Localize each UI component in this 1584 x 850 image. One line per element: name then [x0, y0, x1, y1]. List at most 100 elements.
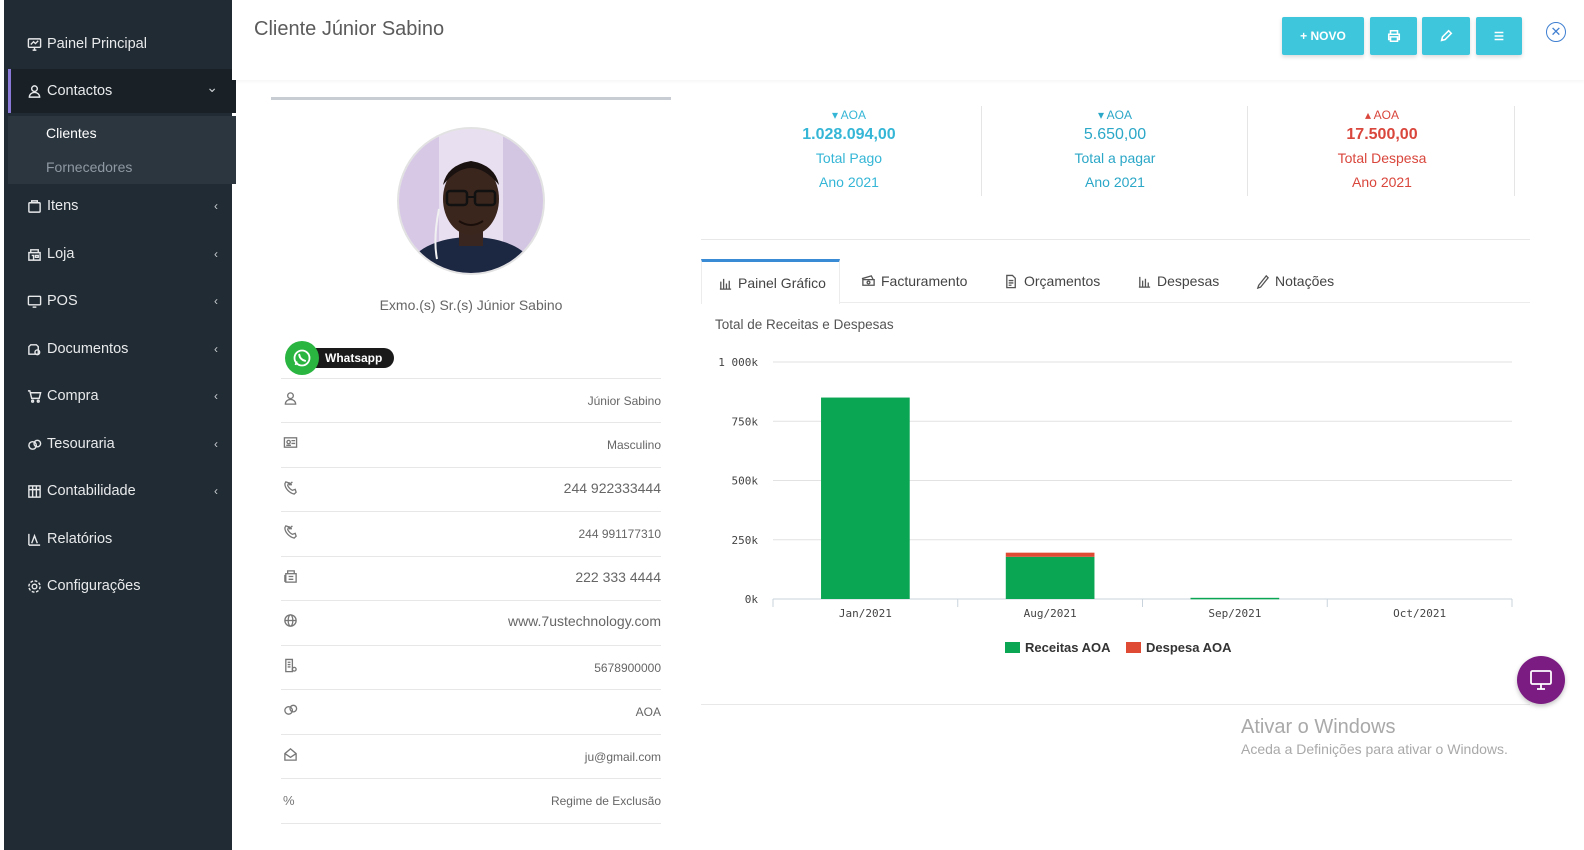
chevron-left-icon: ‹ [214, 389, 218, 403]
stat-currency: ▾ AOA [1097, 108, 1133, 122]
items-icon [26, 198, 42, 214]
legend-label: Receitas AOA [1025, 640, 1111, 655]
tab-painel-grafico[interactable]: Painel Gráfico [701, 259, 840, 304]
printer-icon [1387, 29, 1400, 43]
sidebar-item-label: Painel Principal [47, 36, 147, 52]
sidebar-item-configuracoes[interactable]: Configurações [8, 564, 236, 608]
sidebar-item-pos[interactable]: POS ‹ [8, 279, 236, 323]
documents-icon [26, 341, 42, 357]
whatsapp-button[interactable]: Whatsapp [285, 340, 395, 376]
sidebar-item-itens[interactable]: Itens ‹ [8, 184, 236, 228]
caret-up-icon: ▴ [1364, 108, 1371, 122]
tab-despesas[interactable]: Despesas [1137, 259, 1219, 303]
bar-receitas-aoa [1005, 556, 1095, 599]
sidebar-item-compra[interactable]: Compra ‹ [8, 374, 236, 418]
sidebar-item-tesouraria[interactable]: Tesouraria ‹ [8, 422, 236, 466]
sidebar: Painel Principal Contactos ⌄ Clientes Fo… [0, 0, 236, 850]
currency-icon [283, 702, 299, 718]
caret-down-icon: ▾ [831, 108, 838, 122]
screen-share-button[interactable] [1517, 656, 1565, 704]
sidebar-item-label: Configurações [47, 578, 141, 594]
sidebar-subitem-clientes[interactable]: Clientes [46, 125, 97, 141]
sidebar-item-contabilidade[interactable]: Contabilidade ‹ [8, 469, 236, 513]
edit-button[interactable] [1422, 17, 1470, 55]
tab-orcamentos[interactable]: Orçamentos [1004, 259, 1100, 303]
sidebar-item-label: Contactos [47, 83, 113, 99]
watermark-subtitle: Aceda a Definições para ativar o Windows… [1241, 741, 1508, 757]
chart-title: Total de Receitas e Despesas [715, 317, 894, 332]
sidebar-item-loja[interactable]: Loja ‹ [8, 232, 236, 276]
info-row-name: Júnior Sabino [281, 378, 661, 423]
monitor-icon [26, 293, 42, 309]
quote-icon [1006, 274, 1016, 288]
new-button[interactable]: + NOVO [1282, 17, 1364, 55]
x-tick-label: Aug/2021 [1024, 607, 1077, 620]
tab-notacoes[interactable]: Notações [1255, 259, 1334, 303]
info-value: www.7ustechnology.com [507, 613, 661, 629]
revenue-expense-chart: 0k 250k 500k 750k 1 000k Jan/2021 Aug/2021 Sep/… [718, 356, 1513, 655]
info-row-website: www.7ustechnology.com [281, 600, 661, 645]
info-row-currency: AOA [281, 689, 661, 734]
card-top-border [271, 97, 671, 100]
stat-label: Total Despesa [1337, 150, 1427, 166]
stat-year: Ano 2021 [819, 174, 879, 190]
sidebar-item-label: Tesouraria [47, 436, 115, 452]
sidebar-item-label: Compra [47, 388, 99, 404]
chevron-down-icon: ⌄ [206, 79, 218, 95]
sidebar-item-painel-principal[interactable]: Painel Principal [8, 22, 236, 66]
menu-button[interactable] [1476, 17, 1522, 55]
stat-total-pago: ▾ AOA 1.028.094,00 Total Pago Ano 2021 [716, 106, 982, 196]
info-value: Júnior Sabino [587, 394, 661, 408]
legend-swatch [1005, 642, 1020, 653]
info-value: 222 333 4444 [575, 569, 661, 585]
sidebar-item-label: POS [47, 293, 78, 309]
whatsapp-label: Whatsapp [305, 348, 395, 368]
print-button[interactable] [1370, 17, 1417, 55]
info-value: 5678900000 [594, 661, 661, 675]
accounting-icon [26, 483, 42, 499]
tab-facturamento[interactable]: Facturamento [861, 259, 967, 303]
whatsapp-icon [285, 341, 319, 375]
sidebar-item-label: Relatórios [47, 531, 113, 547]
stat-total-a-pagar: ▾ AOA 5.650,00 Total a pagar Ano 2021 [982, 106, 1248, 196]
watermark-title: Ativar o Windows [1241, 716, 1396, 738]
info-value: ju@gmail.com [584, 750, 661, 764]
divider [701, 704, 1530, 705]
info-row-tax-regime: % Regime de Exclusão [281, 778, 661, 823]
info-value: 244 922333444 [563, 480, 661, 496]
sidebar-subitem-fornecedores[interactable]: Fornecedores [46, 159, 133, 175]
close-icon[interactable]: ✕ [1546, 22, 1566, 42]
sidebar-item-relatorios[interactable]: Relatórios [8, 517, 236, 561]
treasury-icon [26, 436, 42, 452]
info-row-phone: 244 922333444 [281, 467, 661, 512]
expenses-icon [1138, 276, 1151, 288]
caret-down-icon: ▾ [1097, 108, 1104, 122]
stat-currency: ▴ AOA [1364, 108, 1400, 122]
avatar [397, 127, 545, 275]
sidebar-item-documentos[interactable]: Documentos ‹ [8, 327, 236, 371]
bar-despesa-aoa [1005, 552, 1095, 557]
y-tick-label: 500k [732, 475, 759, 488]
legend-swatch [1126, 642, 1141, 653]
sidebar-item-label: Itens [47, 198, 79, 214]
windows-activation-watermark: Ativar o Windows Aceda a Definições para… [1241, 716, 1508, 757]
y-tick-label: 0k [745, 593, 759, 606]
stat-amount: 1.028.094,00 [802, 126, 896, 143]
sidebar-item-contactos[interactable]: Contactos ⌄ [8, 69, 236, 113]
chevron-left-icon: ‹ [214, 342, 218, 356]
bar-chart-icon [719, 278, 732, 290]
stat-year: Ano 2021 [1352, 174, 1412, 190]
info-row-partial [281, 823, 661, 850]
info-row-fax: 222 333 4444 [281, 556, 661, 601]
stat-divider [1514, 106, 1515, 196]
info-value: AOA [635, 705, 661, 719]
chevron-left-icon: ‹ [214, 247, 218, 261]
page-title: Cliente Júnior Sabino [254, 18, 445, 40]
chart-panel: Total de Receitas e Despesas 0k 250k 500k 7… [701, 305, 1530, 675]
bar-receitas-aoa [821, 397, 910, 599]
chevron-left-icon: ‹ [214, 294, 218, 308]
percent-icon: % [283, 793, 295, 808]
tab-bar: Painel Gráfico Facturamento Orçamentos D… [701, 259, 1530, 304]
sidebar-item-label: Loja [47, 246, 75, 262]
greeting-text: Exmo.(s) Sr.(s) Júnior Sabino [379, 297, 563, 313]
